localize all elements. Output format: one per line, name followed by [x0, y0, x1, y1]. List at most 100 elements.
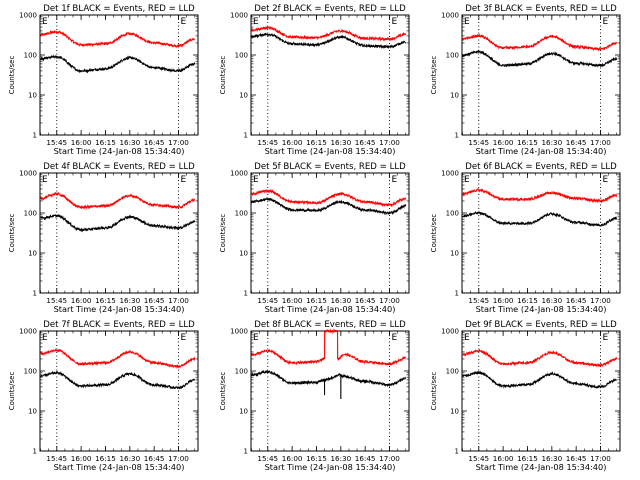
lld-series-line [40, 29, 195, 49]
y-tick-label: 1000 [19, 170, 37, 178]
y-tick-label: 1 [244, 132, 248, 140]
x-tick-label: 15:45 [257, 454, 278, 463]
chart-title: Det 7f BLACK = Events, RED = LLD [43, 320, 195, 330]
chart-title: Det 2f BLACK = Events, RED = LLD [254, 4, 406, 14]
x-tick-label: 17:00 [168, 296, 189, 305]
plot-frame [250, 14, 410, 136]
y-axis-label: Counts/sec [8, 372, 16, 411]
x-tick-label: 17:00 [379, 454, 400, 463]
x-tick-label: 16:30 [330, 296, 351, 305]
x-tick-label: 16:45 [355, 454, 376, 463]
plot-frame [250, 330, 410, 452]
lld-series-line [462, 187, 618, 204]
y-tick-label: 10 [28, 250, 37, 258]
x-tick-label: 15:45 [46, 296, 67, 305]
x-tick-label: 16:00 [282, 138, 303, 147]
detector-panel: Det 2f BLACK = Events, RED = LLD Counts/s… [219, 4, 410, 156]
detector-panel: Det 8f BLACK = Events, RED = LLD Counts/s… [219, 320, 410, 472]
x-tick-label: 16:15 [517, 454, 538, 463]
x-tick-label: 16:45 [355, 296, 376, 305]
events-series-line [251, 32, 407, 50]
x-tick-label: 16:30 [330, 454, 351, 463]
x-tick-label: 16:15 [517, 138, 538, 147]
y-tick-label: 1000 [230, 328, 248, 336]
x-tick-label: 16:30 [541, 296, 562, 305]
x-tick-label: 16:00 [71, 454, 92, 463]
y-axis-label: Counts/sec [430, 214, 438, 253]
plot-frame [39, 14, 199, 136]
y-tick-label: 1000 [230, 170, 248, 178]
lld-series-line [251, 328, 406, 366]
y-tick-label: 10 [28, 408, 37, 416]
x-tick-label: 15:45 [257, 138, 278, 147]
x-tick-label: 15:45 [46, 138, 67, 147]
event-marker-label: E [181, 17, 187, 27]
x-tick-label: 16:15 [95, 454, 116, 463]
chart-title: Det 9f BLACK = Events, RED = LLD [465, 320, 617, 330]
y-tick-label: 1 [244, 448, 248, 456]
x-tick-label: 16:30 [119, 138, 140, 147]
x-axis-label: Start Time (24-Jan-08 15:34:40) [265, 462, 396, 472]
x-axis-label: Start Time (24-Jan-08 15:34:40) [265, 304, 396, 314]
chart-title: Det 5f BLACK = Events, RED = LLD [254, 162, 406, 172]
y-tick-label: 10 [239, 92, 248, 100]
lld-series-line [40, 191, 196, 210]
x-tick-label: 17:00 [590, 454, 611, 463]
y-tick-label: 10 [28, 92, 37, 100]
y-tick-label: 10 [450, 408, 459, 416]
x-tick-label: 17:00 [590, 138, 611, 147]
lld-series-line [462, 33, 618, 52]
chart-title: Det 4f BLACK = Events, RED = LLD [43, 162, 195, 172]
y-tick-label: 100 [235, 52, 248, 60]
y-axis-label: Counts/sec [8, 56, 16, 95]
y-tick-label: 10 [450, 92, 459, 100]
y-tick-label: 100 [24, 52, 37, 60]
event-marker-label: E [464, 175, 470, 185]
y-tick-label: 1 [33, 290, 37, 298]
y-axis-label: Counts/sec [430, 372, 438, 411]
x-tick-label: 16:15 [517, 296, 538, 305]
event-marker-label: E [181, 333, 187, 343]
x-tick-label: 16:00 [493, 296, 514, 305]
y-tick-label: 100 [235, 210, 248, 218]
detector-panel: Det 9f BLACK = Events, RED = LLD Counts/s… [430, 320, 621, 472]
x-tick-label: 16:30 [119, 296, 140, 305]
events-series-line [40, 213, 196, 233]
chart-title: Det 1f BLACK = Events, RED = LLD [43, 4, 195, 14]
x-axis-label: Start Time (24-Jan-08 15:34:40) [476, 462, 607, 472]
y-tick-label: 1 [455, 132, 459, 140]
y-tick-label: 1000 [441, 328, 459, 336]
y-tick-label: 1000 [441, 170, 459, 178]
event-marker-label: E [392, 17, 398, 27]
plot-frame [461, 14, 621, 136]
plot-frame [461, 172, 621, 294]
y-tick-label: 1 [455, 290, 459, 298]
x-tick-label: 16:45 [566, 296, 587, 305]
plot-frame [39, 330, 199, 452]
y-axis-label: Counts/sec [430, 56, 438, 95]
x-tick-label: 16:00 [282, 454, 303, 463]
y-tick-label: 10 [239, 250, 248, 258]
event-marker-label: E [392, 333, 398, 343]
y-tick-label: 10 [450, 250, 459, 258]
plot-frame [39, 172, 199, 294]
x-tick-label: 16:15 [306, 296, 327, 305]
x-tick-label: 15:45 [257, 296, 278, 305]
x-tick-label: 16:15 [306, 454, 327, 463]
detector-panel: Det 1f BLACK = Events, RED = LLD Counts/s… [8, 4, 199, 156]
x-tick-label: 16:00 [71, 138, 92, 147]
lld-series-line [40, 348, 196, 369]
event-marker-label: E [603, 175, 609, 185]
y-tick-label: 100 [446, 52, 459, 60]
x-tick-label: 16:15 [306, 138, 327, 147]
y-tick-label: 1 [33, 132, 37, 140]
chart-title: Det 3f BLACK = Events, RED = LLD [465, 4, 617, 14]
x-tick-label: 16:30 [541, 454, 562, 463]
y-tick-label: 100 [446, 368, 459, 376]
events-series-line [251, 197, 407, 216]
x-tick-label: 16:15 [95, 296, 116, 305]
detector-panel: Det 7f BLACK = Events, RED = LLD Counts/s… [8, 320, 199, 472]
x-tick-label: 17:00 [168, 138, 189, 147]
x-tick-label: 16:45 [144, 138, 165, 147]
y-tick-label: 100 [24, 368, 37, 376]
